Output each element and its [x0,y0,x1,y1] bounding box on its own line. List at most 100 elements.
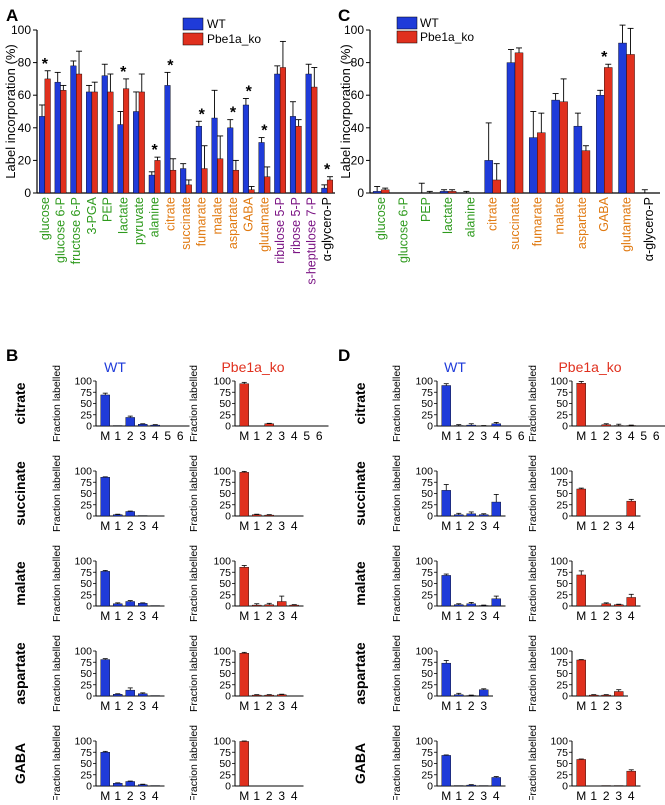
bar [290,116,296,193]
x-tick-label: fructose 6-P [69,197,83,264]
y-tick-label: 0 [427,511,433,523]
x-tick-label: M [239,429,249,443]
x-tick-label: succinate [508,197,522,250]
y-tick-label: 75 [421,747,433,759]
y-axis-label: Fraction labelled [188,725,200,800]
bar [619,43,627,193]
x-tick-label: 2 [266,429,273,443]
metabolite-label: succinate [12,461,28,526]
y-tick-label: 80 [18,56,32,70]
x-tick-label: 5 [505,429,512,443]
x-tick-label: M [239,789,249,800]
y-tick-label: 0 [86,781,92,793]
y-tick-label: 0 [86,691,92,703]
x-tick-label: 2 [266,609,273,623]
x-tick-label: 1 [455,609,462,623]
y-tick-label: 100 [74,646,92,658]
y-tick-label: 25 [80,589,92,601]
y-axis-label: Fraction labelled [391,635,403,712]
x-tick-label: 4 [152,699,159,713]
bar [327,180,333,193]
bar [249,190,255,193]
y-tick-label: 50 [421,398,433,410]
x-tick-label: 4 [493,609,500,623]
bar [265,424,274,426]
y-tick-label: 75 [80,657,92,669]
bar [259,142,265,193]
y-tick-label: 50 [219,488,231,500]
y-axis-label: Fraction labelled [51,635,63,712]
y-tick-label: 75 [421,477,433,489]
bar [448,191,456,193]
bar [71,66,77,193]
x-tick-label: alanine [463,197,477,237]
bar [589,695,598,696]
x-tick-label: 4 [152,519,159,533]
x-tick-label: 4 [628,789,635,800]
x-tick-label: 1 [455,699,462,713]
bar [55,82,61,193]
y-tick-label: 75 [219,657,231,669]
x-tick-label: 3 [615,609,622,623]
y-tick-label: 0 [427,781,433,793]
bar [467,785,476,786]
y-tick-label: 40 [18,121,32,135]
x-tick-label: 3 [615,429,622,443]
y-tick-label: 100 [550,556,568,568]
legend-label-wt: WT [207,17,226,31]
x-tick-label: M [239,519,249,533]
y-tick-label: 25 [421,769,433,781]
bar [574,126,582,193]
x-tick-label: 4 [628,609,635,623]
y-tick-label: 20 [18,153,32,167]
bar [577,383,586,426]
bar [240,653,249,696]
bar [126,782,135,787]
legend-label-ko: Pbe1a_ko [420,30,474,44]
bar [277,602,286,607]
bar [126,417,135,426]
x-tick-label: 3 [278,609,285,623]
y-tick-label: 0 [86,511,92,523]
x-tick-label: 3 [615,699,622,713]
x-tick-label: M [100,789,110,800]
x-tick-label: M [441,609,451,623]
x-tick-label: 2 [603,609,610,623]
bar [252,515,261,516]
bar [515,53,523,193]
x-tick-label: 2 [127,609,134,623]
x-tick-label: 1 [114,519,121,533]
metabolite-label: malate [352,561,368,606]
y-tick-label: 0 [562,601,568,613]
metabolite-label: aspartate [12,642,28,704]
bar [123,89,129,193]
bar [133,112,139,194]
y-tick-label: 50 [421,578,433,590]
metabolite-label: citrate [12,382,28,424]
significance-marker: * [152,142,159,159]
x-tick-label: aspartate [575,197,589,249]
bar [373,191,381,193]
bar [614,692,623,697]
bar [627,54,635,193]
y-axis-label: Fraction labelled [188,635,200,712]
bar [454,695,463,696]
x-tick-label: 2 [603,429,610,443]
x-tick-label: 6 [316,429,323,443]
x-tick-label: 3 [278,699,285,713]
x-tick-label: glutamate [620,197,634,252]
x-tick-label: 3 [139,429,146,443]
bar [76,74,82,193]
bar [493,180,501,193]
bar [151,425,160,426]
y-tick-label: 25 [556,409,568,421]
bar [454,515,463,516]
y-tick-label: 0 [427,421,433,433]
